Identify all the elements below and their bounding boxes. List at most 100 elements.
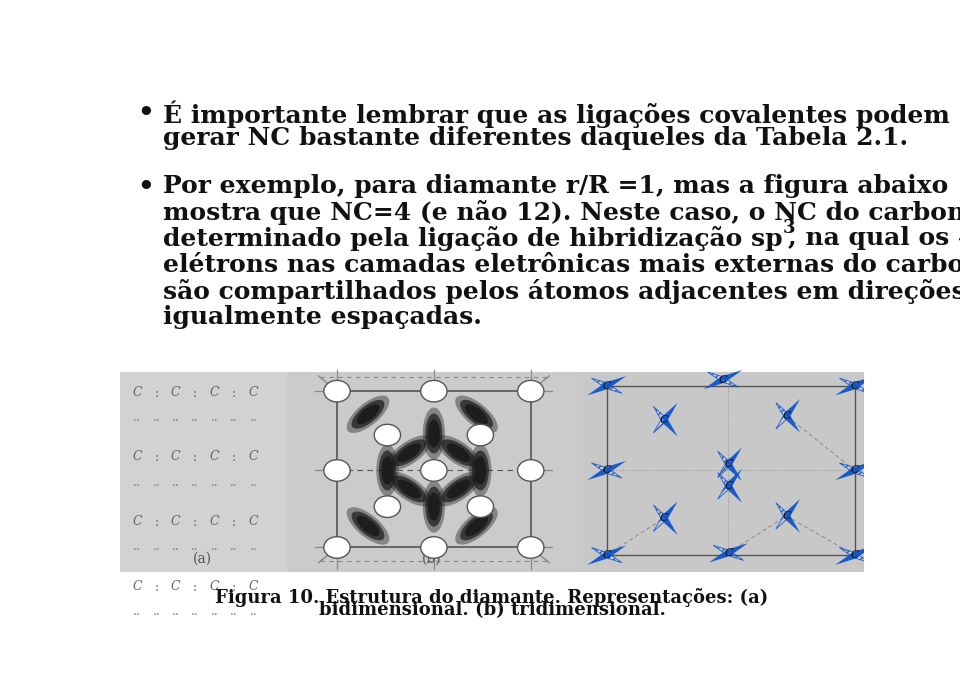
Text: ··: ·· — [153, 609, 160, 622]
Ellipse shape — [420, 459, 447, 481]
Ellipse shape — [324, 459, 350, 481]
Text: C: C — [132, 386, 142, 398]
Polygon shape — [853, 376, 875, 389]
Text: (a): (a) — [193, 552, 212, 566]
Polygon shape — [704, 376, 725, 389]
Polygon shape — [605, 376, 626, 389]
Polygon shape — [835, 467, 856, 480]
Ellipse shape — [351, 400, 384, 429]
Text: bidimensional. (b) tridimensional.: bidimensional. (b) tridimensional. — [319, 602, 665, 620]
Text: :: : — [155, 516, 158, 529]
Text: ··: ·· — [210, 609, 219, 622]
Text: C: C — [724, 548, 732, 558]
Text: ··: ·· — [133, 415, 141, 428]
Text: C: C — [209, 580, 220, 593]
Text: C: C — [724, 481, 732, 491]
Ellipse shape — [324, 380, 350, 402]
Text: Figura 10. Estrutura do diamante. Representações: (a): Figura 10. Estrutura do diamante. Repres… — [215, 588, 769, 606]
Ellipse shape — [442, 475, 476, 502]
Bar — [287, 372, 577, 572]
Text: •: • — [137, 100, 154, 125]
Text: :: : — [232, 516, 236, 529]
Text: Por exemplo, para diamante r/R =1, mas a figura abaixo: Por exemplo, para diamante r/R =1, mas a… — [162, 174, 948, 198]
Ellipse shape — [436, 435, 481, 471]
Text: C: C — [724, 459, 732, 469]
Text: são compartilhados pelos átomos adjacentes em direções: são compartilhados pelos átomos adjacent… — [162, 279, 960, 304]
Text: ··: ·· — [230, 609, 238, 622]
Ellipse shape — [379, 450, 396, 491]
Ellipse shape — [356, 404, 379, 424]
Text: C: C — [132, 450, 142, 464]
Text: C: C — [660, 514, 668, 523]
Ellipse shape — [469, 444, 492, 496]
Ellipse shape — [397, 444, 421, 462]
Text: ··: ·· — [230, 415, 238, 428]
Text: :: : — [193, 516, 197, 529]
Ellipse shape — [422, 407, 444, 459]
Polygon shape — [783, 399, 800, 418]
Text: (b): (b) — [421, 552, 442, 566]
Ellipse shape — [455, 396, 498, 433]
Ellipse shape — [356, 516, 379, 536]
Text: gerar NC bastante diferentes daqueles da Tabela 2.1.: gerar NC bastante diferentes daqueles da… — [162, 126, 908, 150]
Polygon shape — [661, 417, 678, 437]
Text: ··: ·· — [230, 480, 238, 493]
Polygon shape — [783, 499, 800, 518]
Text: C: C — [132, 580, 142, 593]
Polygon shape — [661, 516, 678, 535]
Ellipse shape — [472, 450, 489, 491]
Polygon shape — [783, 514, 800, 533]
Ellipse shape — [347, 396, 390, 433]
Ellipse shape — [397, 480, 421, 498]
Ellipse shape — [465, 404, 488, 424]
Text: C: C — [660, 414, 668, 425]
Text: C: C — [249, 515, 258, 528]
Polygon shape — [605, 545, 626, 559]
Text: C: C — [249, 450, 258, 464]
Text: C: C — [209, 515, 220, 528]
Text: :: : — [193, 387, 197, 400]
Text: ··: ·· — [230, 544, 238, 557]
Ellipse shape — [455, 507, 498, 545]
Text: C: C — [719, 375, 728, 385]
Text: :: : — [232, 581, 236, 594]
Ellipse shape — [446, 444, 470, 462]
Text: determinado pela ligação de hibridização sp: determinado pela ligação de hibridização… — [162, 227, 782, 252]
Polygon shape — [661, 403, 678, 422]
Text: ··: ·· — [172, 544, 180, 557]
Text: 3: 3 — [782, 220, 795, 238]
Polygon shape — [783, 414, 800, 432]
Text: C: C — [603, 466, 611, 475]
Ellipse shape — [420, 536, 447, 559]
Ellipse shape — [422, 481, 444, 533]
Ellipse shape — [465, 516, 488, 536]
Text: ··: ·· — [210, 415, 219, 428]
Ellipse shape — [460, 400, 492, 429]
Text: elétrons nas camadas eletrônicas mais externas do carbono: elétrons nas camadas eletrônicas mais ex… — [162, 252, 960, 277]
Text: ··: ·· — [133, 609, 141, 622]
Text: ··: ·· — [133, 544, 141, 557]
Ellipse shape — [436, 471, 481, 507]
Text: :: : — [155, 581, 158, 594]
Text: ··: ·· — [172, 480, 180, 493]
Text: C: C — [782, 411, 791, 421]
Text: , na qual os 4: , na qual os 4 — [788, 227, 960, 250]
Text: C: C — [249, 386, 258, 398]
Ellipse shape — [387, 435, 431, 471]
Ellipse shape — [324, 536, 350, 559]
Text: C: C — [171, 580, 180, 593]
Ellipse shape — [425, 486, 443, 527]
Text: mostra que NC=4 (e não 12). Neste caso, o NC do carbono é: mostra que NC=4 (e não 12). Neste caso, … — [162, 200, 960, 225]
Polygon shape — [727, 543, 748, 556]
Ellipse shape — [392, 475, 426, 502]
Polygon shape — [835, 552, 856, 565]
Ellipse shape — [446, 480, 470, 498]
Ellipse shape — [517, 459, 544, 481]
Text: ··: ·· — [172, 609, 180, 622]
Text: C: C — [782, 511, 791, 521]
Text: C: C — [851, 466, 859, 475]
Polygon shape — [588, 467, 609, 480]
Ellipse shape — [468, 424, 493, 446]
Text: C: C — [171, 386, 180, 398]
Text: C: C — [851, 380, 859, 391]
